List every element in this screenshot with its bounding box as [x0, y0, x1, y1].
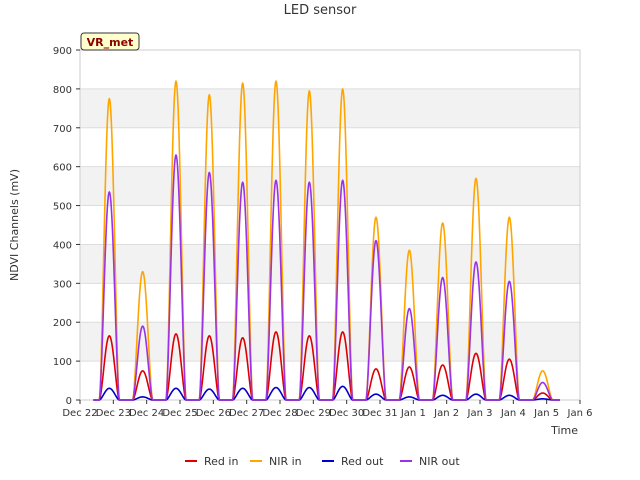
plot-background-bands [80, 88, 580, 362]
x-tick-label-11: Jan 2 [433, 408, 459, 419]
y-tick-label-9: 900 [53, 46, 72, 57]
annotation-box: VR_met [80, 32, 140, 51]
y-tick-label-1: 100 [53, 357, 72, 368]
band-1 [80, 322, 580, 362]
series-lines [93, 80, 560, 401]
series-line-red-out [93, 385, 560, 401]
band-3 [80, 244, 580, 284]
y-tick-label-0: 0 [66, 396, 72, 407]
legend: Red in NIR in Red out NIR out [185, 455, 460, 468]
x-tick-label-15: Jan 6 [567, 408, 593, 419]
y-tick-label-6: 600 [53, 163, 72, 174]
x-tick-label-8: Dec 30 [329, 408, 364, 419]
y-axis-label: NDVI Channels (mV) [8, 169, 21, 281]
x-tick-label-1: Dec 23 [96, 408, 131, 419]
annotation-box-bg [80, 32, 140, 51]
y-tick-label-5: 500 [53, 202, 72, 213]
band-7 [80, 88, 580, 128]
series-line-nir-out [93, 154, 560, 401]
legend-label-3: NIR out [419, 455, 460, 468]
band-5 [80, 166, 580, 206]
x-tick-label-2: Dec 24 [129, 408, 164, 419]
annotation-label: VR_met [87, 36, 134, 49]
x-tick-label-4: Dec 26 [196, 408, 231, 419]
y-axis-ticks: 0 100 200 300 400 500 600 700 800 900 [53, 46, 80, 407]
legend-label-1: NIR in [269, 455, 302, 468]
y-tick-label-2: 200 [53, 318, 72, 329]
x-tick-label-9: Dec 31 [362, 408, 397, 419]
x-tick-label-10: Jan 1 [400, 408, 426, 419]
y-tick-label-7: 700 [53, 124, 72, 135]
chart-title: LED sensor [284, 3, 357, 18]
y-tick-label-8: 800 [53, 85, 72, 96]
x-tick-label-0: Dec 22 [62, 408, 97, 419]
x-tick-label-12: Jan 3 [467, 408, 493, 419]
x-tick-label-5: Dec 27 [229, 408, 264, 419]
x-axis-label: Time [550, 424, 578, 437]
x-tick-label-13: Jan 4 [500, 408, 526, 419]
legend-label-0: Red in [204, 455, 238, 468]
y-tick-label-4: 400 [53, 240, 72, 251]
x-tick-label-6: Dec 28 [262, 408, 297, 419]
y-tick-label-3: 300 [53, 279, 72, 290]
x-tick-label-3: Dec 25 [162, 408, 197, 419]
x-tick-label-7: Dec 29 [296, 408, 331, 419]
x-tick-label-14: Jan 5 [533, 408, 559, 419]
legend-label-2: Red out [341, 455, 384, 468]
